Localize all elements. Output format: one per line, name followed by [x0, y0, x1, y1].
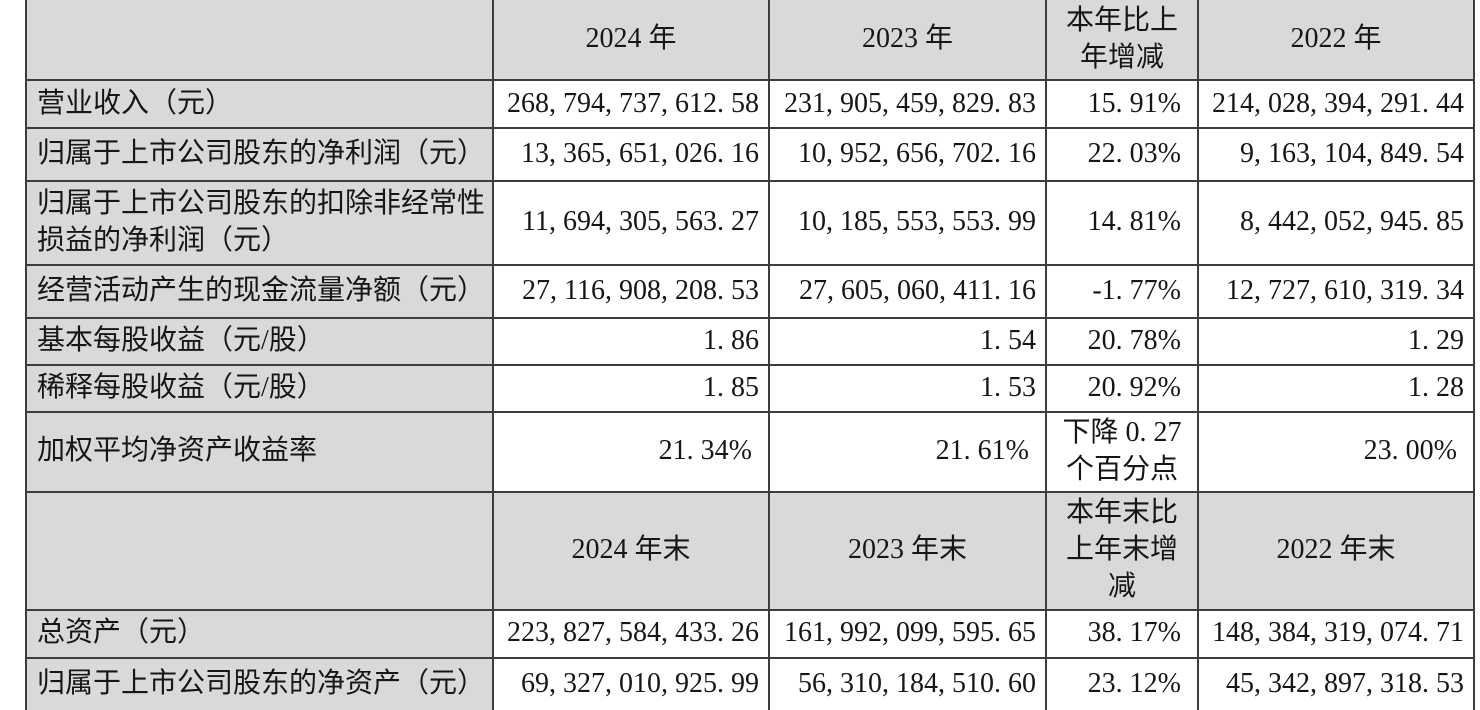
value-yoy-change: 22. 03%: [1045, 127, 1199, 182]
value-2023: 10, 185, 553, 553. 99: [768, 180, 1047, 266]
value-2023: 1. 53: [768, 363, 1047, 413]
row-label: 营业收入（元）: [25, 79, 494, 129]
row-label: 稀释每股收益（元/股）: [25, 363, 494, 413]
value-2024: 1. 86: [492, 316, 770, 366]
col-header-2022: 2022 年: [1197, 0, 1475, 81]
value-2024-end: 69, 327, 010, 925. 99: [492, 656, 770, 710]
value-yoy-change: -1. 77%: [1045, 263, 1199, 319]
financial-summary-table: 2024 年 2023 年 本年比上 年增减 2022 年 营业收入（元） 26…: [25, 0, 1475, 710]
value-2024: 11, 694, 305, 563. 27: [492, 180, 770, 266]
row-label: 基本每股收益（元/股）: [25, 316, 494, 366]
value-2022: 12, 727, 610, 319. 34: [1197, 263, 1475, 319]
col-header-2023-end: 2023 年末: [768, 490, 1047, 611]
table-row-net-assets: 归属于上市公司股东的净资产（元） 69, 327, 010, 925. 99 5…: [25, 656, 1475, 710]
col-header-2024-end: 2024 年末: [492, 490, 770, 611]
value-2024: 1. 85: [492, 363, 770, 413]
value-2023-end: 161, 992, 099, 595. 65: [768, 608, 1047, 659]
value-yoy-change: 下降 0. 27 个百分点: [1045, 410, 1199, 493]
value-2022: 8, 442, 052, 945. 85: [1197, 180, 1475, 266]
table-row-revenue: 营业收入（元） 268, 794, 737, 612. 58 231, 905,…: [25, 79, 1475, 129]
value-2022-end: 148, 384, 319, 074. 71: [1197, 608, 1475, 659]
value-2023: 1. 54: [768, 316, 1047, 366]
table-row-basic-eps: 基本每股收益（元/股） 1. 86 1. 54 20. 78% 1. 29: [25, 316, 1475, 366]
value-2023: 10, 952, 656, 702. 16: [768, 127, 1047, 182]
table-row-net-profit: 归属于上市公司股东的净利润（元） 13, 365, 651, 026. 16 1…: [25, 127, 1475, 182]
table-row-total-assets: 总资产（元） 223, 827, 584, 433. 26 161, 992, …: [25, 608, 1475, 659]
col-header-year-end-change: 本年末比 上年末增 减: [1045, 490, 1199, 611]
header-row-period: 2024 年 2023 年 本年比上 年增减 2022 年: [25, 0, 1475, 81]
col-header-2024: 2024 年: [492, 0, 770, 81]
value-2024: 21. 34%: [492, 410, 770, 493]
value-2024: 268, 794, 737, 612. 58: [492, 79, 770, 129]
table-row-diluted-eps: 稀释每股收益（元/股） 1. 85 1. 53 20. 92% 1. 28: [25, 363, 1475, 413]
value-yoy-change: 14. 81%: [1045, 180, 1199, 266]
row-label: 归属于上市公司股东的净利润（元）: [25, 127, 494, 182]
value-2024: 27, 116, 908, 208. 53: [492, 263, 770, 319]
value-2023: 21. 61%: [768, 410, 1047, 493]
value-yoy-change: 20. 92%: [1045, 363, 1199, 413]
value-2022: 1. 29: [1197, 316, 1475, 366]
value-2022: 23. 00%: [1197, 410, 1475, 493]
value-2023: 27, 605, 060, 411. 16: [768, 263, 1047, 319]
row-label: 经营活动产生的现金流量净额（元）: [25, 263, 494, 319]
value-2023: 231, 905, 459, 829. 83: [768, 79, 1047, 129]
col-header-2023: 2023 年: [768, 0, 1047, 81]
col-header-blank: [25, 490, 494, 611]
value-year-end-change: 38. 17%: [1045, 608, 1199, 659]
col-header-yoy-change: 本年比上 年增减: [1045, 0, 1199, 81]
table-row-operating-cash-flow: 经营活动产生的现金流量净额（元） 27, 116, 908, 208. 53 2…: [25, 263, 1475, 319]
value-yoy-change: 20. 78%: [1045, 316, 1199, 366]
row-label: 归属于上市公司股东的净资产（元）: [25, 656, 494, 710]
value-2022-end: 45, 342, 897, 318. 53: [1197, 656, 1475, 710]
header-row-year-end: 2024 年末 2023 年末 本年末比 上年末增 减 2022 年末: [25, 490, 1475, 611]
value-year-end-change: 23. 12%: [1045, 656, 1199, 710]
value-2022: 1. 28: [1197, 363, 1475, 413]
table-row-weighted-avg-roe: 加权平均净资产收益率 21. 34% 21. 61% 下降 0. 27 个百分点…: [25, 410, 1475, 493]
value-2022: 9, 163, 104, 849. 54: [1197, 127, 1475, 182]
col-header-blank: [25, 0, 494, 81]
value-2022: 214, 028, 394, 291. 44: [1197, 79, 1475, 129]
row-label: 加权平均净资产收益率: [25, 410, 494, 493]
row-label: 归属于上市公司股东的扣除非经常性损益的净利润（元）: [25, 180, 494, 266]
value-yoy-change: 15. 91%: [1045, 79, 1199, 129]
col-header-2022-end: 2022 年末: [1197, 490, 1475, 611]
value-2024: 13, 365, 651, 026. 16: [492, 127, 770, 182]
row-label: 总资产（元）: [25, 608, 494, 659]
value-2024-end: 223, 827, 584, 433. 26: [492, 608, 770, 659]
table-row-deducted-net-profit: 归属于上市公司股东的扣除非经常性损益的净利润（元） 11, 694, 305, …: [25, 180, 1475, 266]
value-2023-end: 56, 310, 184, 510. 60: [768, 656, 1047, 710]
